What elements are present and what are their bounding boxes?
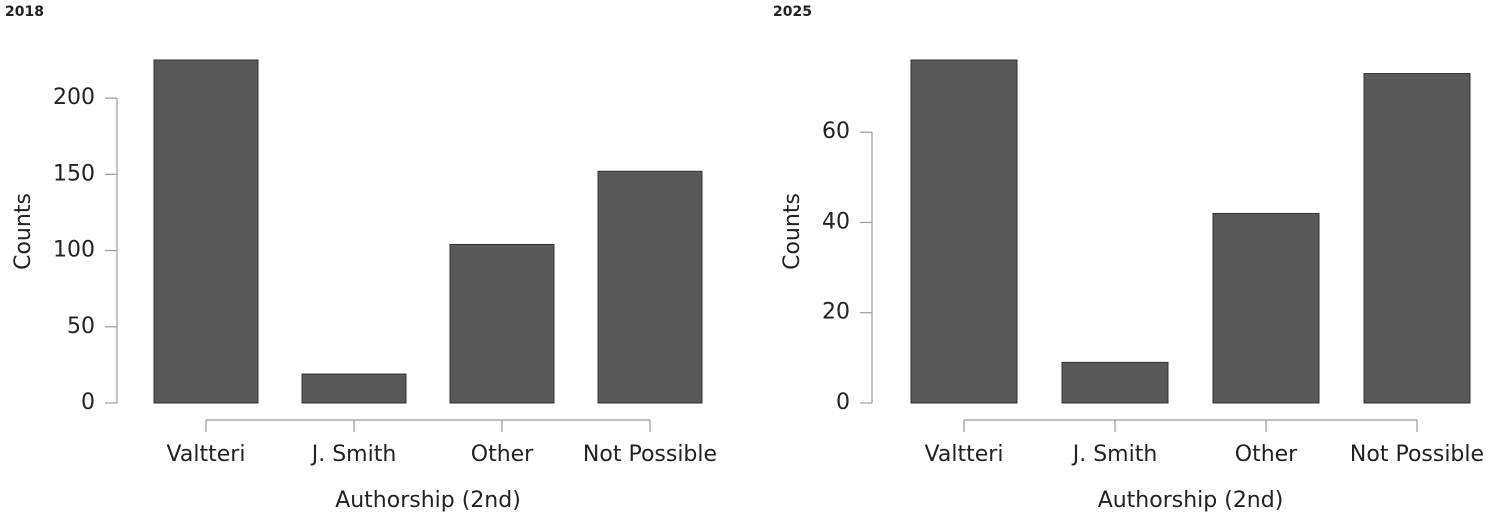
- x-tick-label: J. Smith: [310, 442, 397, 467]
- y-tick-label: 200: [53, 85, 95, 110]
- y-axis-label: Counts: [11, 193, 36, 270]
- x-axis-label: Authorship (2nd): [1098, 488, 1284, 513]
- bar: [597, 170, 703, 404]
- bar: [301, 373, 407, 404]
- bar: [1061, 361, 1169, 404]
- y-tick-label: 40: [822, 209, 850, 234]
- x-tick-label: Not Possible: [1350, 442, 1484, 467]
- y-tick-label: 150: [53, 161, 95, 186]
- bar: [1212, 212, 1320, 404]
- chart-title: 2018: [5, 4, 44, 20]
- y-tick-label: 50: [67, 314, 95, 339]
- bar: [1363, 73, 1471, 404]
- y-axis-label: Counts: [780, 193, 805, 270]
- bar: [153, 59, 259, 404]
- x-tick-label: J. Smith: [1071, 442, 1158, 467]
- y-tick-label: 60: [822, 119, 850, 144]
- y-tick-label: 0: [81, 390, 95, 415]
- chart-title: 2025: [773, 4, 812, 20]
- y-tick-label: 0: [836, 390, 850, 415]
- y-tick-label: 20: [822, 300, 850, 325]
- bar: [910, 59, 1018, 404]
- x-tick-label: Other: [471, 442, 534, 467]
- x-axis-label: Authorship (2nd): [335, 488, 521, 513]
- x-tick-label: Not Possible: [583, 442, 717, 467]
- y-tick-label: 100: [53, 238, 95, 263]
- x-tick-label: Valtteri: [925, 442, 1004, 467]
- bar: [449, 243, 555, 404]
- x-tick-label: Valtteri: [167, 442, 246, 467]
- x-tick-label: Other: [1235, 442, 1298, 467]
